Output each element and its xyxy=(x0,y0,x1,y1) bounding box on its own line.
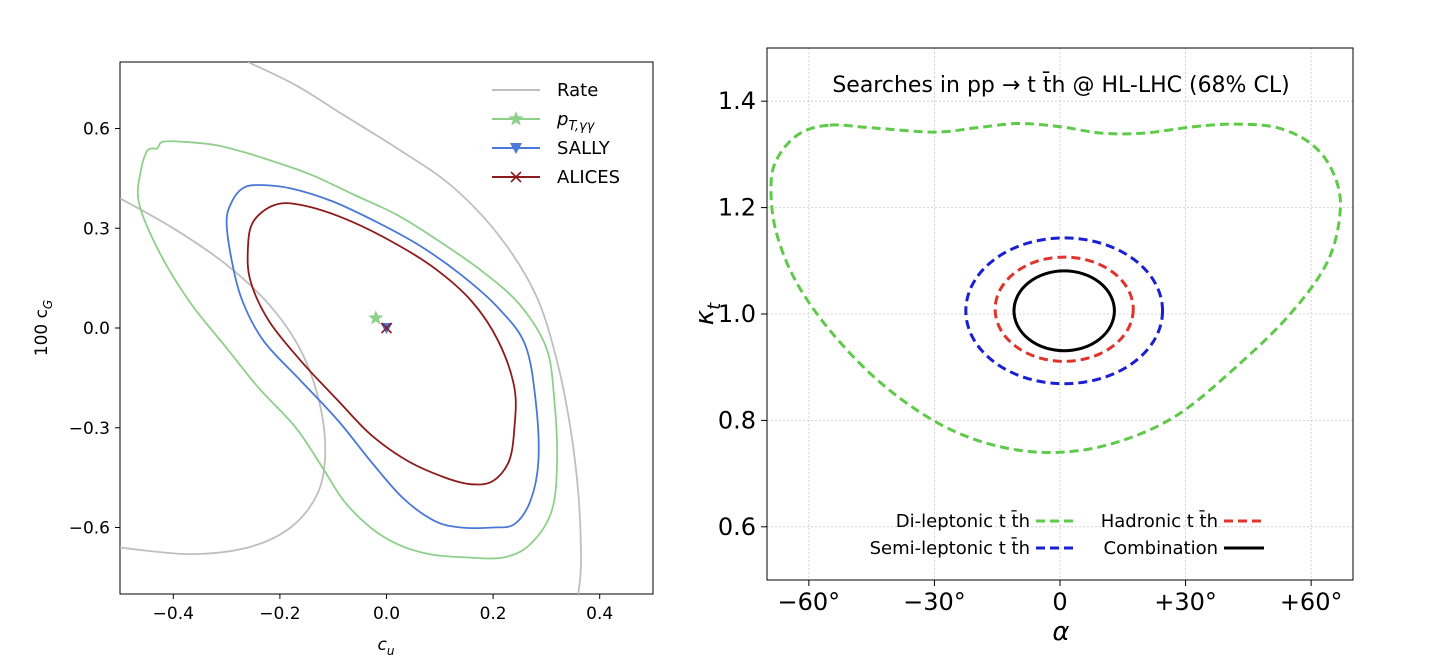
right-series-group xyxy=(769,121,1342,455)
pt-gamma-gamma-best-fit-marker xyxy=(368,310,384,325)
right-y-tick-label: 1.2 xyxy=(718,194,756,222)
sally-contour-0 xyxy=(225,184,540,530)
left-ticks: −0.4 −0.2 0.0 0.2 0.4 −0.6 −0.3 0.0 0.3 0.6 xyxy=(69,120,614,625)
legend-label-semi-leptonic: Semi-leptonic t t̄h xyxy=(870,537,1030,559)
alices-best-fit-marker xyxy=(380,322,393,334)
left-x-tick-label: −0.4 xyxy=(153,604,194,624)
legend-label-rate: Rate xyxy=(557,80,598,101)
left-y-tick-label: −0.3 xyxy=(69,419,110,439)
legend-label-combination: Combination xyxy=(1104,538,1218,559)
legend-marker-alices xyxy=(510,171,522,183)
left-y-axis-label: 100 cG xyxy=(32,300,55,357)
right-chart: −60° −30° 0 +30° +60° 0.6 0.8 1.0 1.2 1.4 Searche… xyxy=(690,47,1354,647)
left-chart: −0.4 −0.2 0.0 0.2 0.4 −0.6 −0.3 0.0 0.3 0.6 Rate p… xyxy=(32,61,654,658)
legend-label-alices: ALICES xyxy=(557,167,620,188)
left-y-tick-label: 0.3 xyxy=(83,219,110,239)
hadronic-contour xyxy=(993,255,1135,363)
rate-contour-1 xyxy=(247,62,582,594)
legend-label-hadronic: Hadronic t t̄h xyxy=(1101,510,1218,532)
semi-leptonic-contour xyxy=(964,236,1165,386)
right-x-tick-label: −30° xyxy=(903,588,966,616)
right-legend: Di-leptonic t t̄h Semi-leptonic t t̄h Hadr… xyxy=(870,510,1264,559)
right-chart-title: Searches in pp → t t̄h @ HL-LHC (68% CL) xyxy=(832,72,1289,98)
left-x-tick-label: 0.2 xyxy=(480,604,507,624)
left-x-tick-label: 0.0 xyxy=(373,604,400,624)
right-x-tick-label: +60° xyxy=(1280,588,1343,616)
left-x-tick-label: 0.4 xyxy=(586,604,613,624)
left-x-tick-label: −0.2 xyxy=(259,604,300,624)
left-y-tick-label: 0.6 xyxy=(83,120,110,140)
left-x-axis-label: cu xyxy=(378,635,395,658)
left-y-tick-label: 0.0 xyxy=(83,319,110,339)
legend-marker-pt-gamma-gamma xyxy=(508,111,524,126)
di-leptonic-contour xyxy=(769,121,1342,455)
right-y-tick-label: 1.4 xyxy=(718,87,756,115)
right-grid xyxy=(767,48,1353,580)
legend-marker-sally xyxy=(510,143,522,154)
right-x-tick-label: −60° xyxy=(778,588,841,616)
left-series-group xyxy=(120,62,582,594)
left-legend: Rate pT,γγ SALLY ALICES xyxy=(492,80,620,188)
pt-gamma-gamma-contour-0 xyxy=(136,140,559,560)
legend-label-sally: SALLY xyxy=(557,138,611,159)
legend-label-di-leptonic: Di-leptonic t t̄h xyxy=(896,510,1030,532)
alices-contour-0 xyxy=(246,202,517,486)
right-y-axis-label: κt xyxy=(690,302,725,325)
right-y-tick-label: 0.6 xyxy=(718,513,756,541)
right-x-axis-label: α xyxy=(1052,617,1069,647)
right-y-tick-label: 0.8 xyxy=(718,406,756,434)
left-y-tick-label: −0.6 xyxy=(69,519,110,539)
right-x-tick-label: +30° xyxy=(1154,588,1217,616)
rate-contour-0 xyxy=(120,197,327,556)
legend-label-pt-gamma-gamma: pT,γγ xyxy=(556,109,596,134)
right-ticks: −60° −30° 0 +30° +60° 0.6 0.8 1.0 1.2 1.4 xyxy=(718,87,1343,616)
combination-contour xyxy=(1012,269,1116,353)
right-y-tick-label: 1.0 xyxy=(718,300,756,328)
right-x-tick-label: 0 xyxy=(1052,588,1067,616)
